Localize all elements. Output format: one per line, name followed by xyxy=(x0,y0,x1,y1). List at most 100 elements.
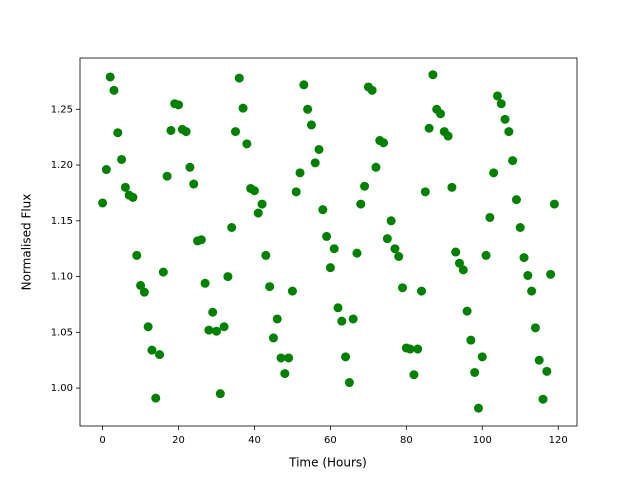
point xyxy=(211,326,221,336)
y-tick-label: 1.05 xyxy=(51,327,73,338)
point xyxy=(367,85,377,95)
point xyxy=(303,104,313,114)
point xyxy=(185,162,195,172)
x-tick-label: 20 xyxy=(172,435,185,446)
point xyxy=(189,179,199,189)
point xyxy=(139,287,149,297)
point xyxy=(253,208,263,218)
point xyxy=(291,187,301,197)
point xyxy=(477,352,487,362)
point xyxy=(542,366,552,376)
point xyxy=(265,282,275,292)
point xyxy=(299,80,309,90)
point xyxy=(428,70,438,80)
point xyxy=(318,205,328,215)
y-tick-label: 1.10 xyxy=(51,272,73,283)
point xyxy=(348,314,358,324)
point xyxy=(204,325,214,335)
y-tick-label: 1.00 xyxy=(51,383,73,394)
point xyxy=(155,350,165,360)
point xyxy=(405,344,415,354)
point xyxy=(98,198,108,208)
point xyxy=(162,171,172,181)
point xyxy=(230,127,240,137)
point xyxy=(549,199,559,209)
x-tick-label: 80 xyxy=(400,435,413,446)
plot-frame xyxy=(79,57,578,427)
x-tick-label: 100 xyxy=(473,435,492,446)
point xyxy=(466,335,476,345)
point xyxy=(306,120,316,130)
point xyxy=(128,192,138,202)
point xyxy=(181,127,191,137)
point xyxy=(329,244,339,254)
point xyxy=(527,286,537,296)
point xyxy=(280,369,290,379)
point xyxy=(227,223,237,233)
point xyxy=(215,389,225,399)
point xyxy=(337,316,347,326)
point xyxy=(143,322,153,332)
point xyxy=(424,123,434,133)
point xyxy=(508,156,518,166)
point xyxy=(158,267,168,277)
point xyxy=(287,286,297,296)
point xyxy=(443,131,453,141)
point xyxy=(136,280,146,290)
point xyxy=(379,138,389,148)
point xyxy=(492,91,502,101)
point xyxy=(454,258,464,268)
x-tick-label: 120 xyxy=(549,435,568,446)
point xyxy=(352,248,362,258)
point xyxy=(341,352,351,362)
point xyxy=(284,353,294,363)
point xyxy=(523,270,533,280)
point xyxy=(390,244,400,254)
x-tick-label: 40 xyxy=(248,435,261,446)
x-tick-label: 0 xyxy=(99,435,105,446)
point xyxy=(113,128,123,138)
point xyxy=(208,307,218,317)
point xyxy=(261,250,271,260)
point xyxy=(238,103,248,113)
y-axis-label: Normalised Flux xyxy=(20,194,34,291)
point xyxy=(322,231,332,241)
point xyxy=(295,168,305,178)
point xyxy=(333,303,343,313)
point xyxy=(409,370,419,380)
point xyxy=(413,344,423,354)
point xyxy=(196,235,206,245)
point xyxy=(272,314,282,324)
point xyxy=(504,127,514,137)
point xyxy=(386,216,396,226)
point xyxy=(515,223,525,233)
point xyxy=(496,99,506,109)
point xyxy=(105,72,115,82)
point xyxy=(546,269,556,279)
point xyxy=(458,265,468,275)
point xyxy=(101,165,111,175)
point xyxy=(538,394,548,404)
point xyxy=(470,367,480,377)
point xyxy=(436,109,446,119)
point xyxy=(500,114,510,124)
point xyxy=(257,199,267,209)
point xyxy=(223,272,233,282)
point xyxy=(344,378,354,388)
point xyxy=(360,181,370,191)
point xyxy=(249,186,259,196)
point xyxy=(268,333,278,343)
point xyxy=(519,253,529,263)
y-tick-label: 1.20 xyxy=(51,160,73,171)
point xyxy=(117,154,127,164)
x-axis-label: Time (Hours) xyxy=(288,456,367,470)
x-tick-label: 60 xyxy=(324,435,337,446)
point xyxy=(481,250,491,260)
point xyxy=(462,306,472,316)
point xyxy=(276,353,286,363)
point xyxy=(534,355,544,365)
point xyxy=(147,345,157,355)
point xyxy=(382,234,392,244)
point xyxy=(485,212,495,222)
